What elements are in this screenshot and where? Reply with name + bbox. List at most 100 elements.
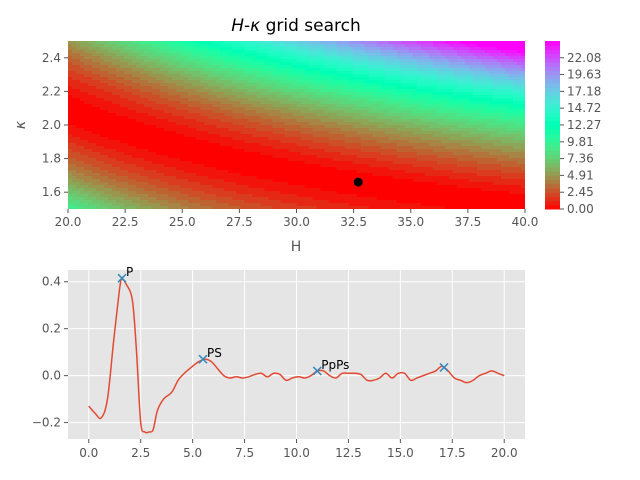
heatmap-cell xyxy=(312,140,318,144)
heatmap-cell xyxy=(80,152,85,156)
heatmap-cell xyxy=(288,113,294,117)
heatmap-cell xyxy=(72,101,77,105)
heatmap-cell xyxy=(160,152,165,156)
heatmap-cell xyxy=(264,44,270,48)
heatmap-cell xyxy=(272,137,278,141)
heatmap-cell xyxy=(320,71,326,75)
heatmap-cell xyxy=(204,62,209,66)
heatmap-cell xyxy=(168,62,173,66)
heatmap-cell xyxy=(392,113,398,117)
heatmap-cell xyxy=(140,131,145,135)
heatmap-cell xyxy=(128,167,133,171)
heatmap-cell xyxy=(96,62,101,66)
heatmap-cell xyxy=(264,50,270,54)
heatmap-cell xyxy=(340,149,346,153)
heatmap-cell xyxy=(412,149,418,153)
heatmap-cell xyxy=(344,182,350,186)
heatmap-cell xyxy=(408,128,414,132)
heatmap-cell xyxy=(224,203,229,207)
heatmap-cell xyxy=(256,89,262,93)
heatmap-cell xyxy=(184,110,189,114)
heatmap-cell xyxy=(252,110,258,114)
heatmap-cell xyxy=(400,83,406,87)
heatmap-cell xyxy=(148,77,153,81)
heatmap-cell xyxy=(80,113,85,117)
heatmap-cell xyxy=(256,104,262,108)
heatmap-cell xyxy=(364,101,370,105)
heatmap-cell xyxy=(120,65,125,69)
heatmap-cell xyxy=(344,89,350,93)
heatmap-cell xyxy=(68,152,73,156)
heatmap-cell xyxy=(220,113,225,117)
heatmap-cell xyxy=(360,173,366,177)
heatmap-cell xyxy=(228,89,233,93)
heatmap-cell xyxy=(232,203,237,207)
heatmap-cell xyxy=(240,83,245,87)
heatmap-cell xyxy=(392,92,398,96)
heatmap-cell xyxy=(200,170,205,174)
heatmap-cell xyxy=(328,167,334,171)
heatmap-cell xyxy=(352,98,358,102)
heatmap-cell xyxy=(356,56,362,60)
heatmap-cell xyxy=(164,86,169,90)
heatmap-cell xyxy=(148,125,153,129)
heatmap-cell xyxy=(68,185,73,189)
heatmap-cell xyxy=(76,44,81,48)
heatmap-cell xyxy=(336,56,342,60)
heatmap-cell xyxy=(216,161,221,165)
heatmap-cell xyxy=(384,125,390,129)
heatmap-cell xyxy=(132,65,137,69)
heatmap-cell xyxy=(412,113,418,117)
heatmap-cell xyxy=(96,53,101,57)
heatmap-cell xyxy=(304,107,310,111)
heatmap-cell xyxy=(200,200,205,204)
heatmap-cell xyxy=(256,95,262,99)
heatmap-cell xyxy=(292,185,298,189)
heatmap-cell xyxy=(228,182,233,186)
heatmap-cell xyxy=(108,50,113,54)
heatmap-cell xyxy=(188,194,193,198)
heatmap-cell xyxy=(368,185,374,189)
heatmap-cell xyxy=(292,206,298,209)
heatmap-cell xyxy=(120,167,125,171)
heatmap-cell xyxy=(308,62,314,66)
heatmap-cell xyxy=(136,62,141,66)
heatmap-cell xyxy=(224,44,229,48)
heatmap-cell xyxy=(132,131,137,135)
heatmap-cell xyxy=(308,128,314,132)
heatmap-cell xyxy=(176,203,181,207)
heatmap-cell xyxy=(292,167,298,171)
heatmap-cell xyxy=(180,155,185,159)
heatmap-cell xyxy=(116,203,121,207)
heatmap-cell xyxy=(320,134,326,138)
heatmap-cell xyxy=(292,194,298,198)
heatmap-cell xyxy=(76,203,81,207)
heatmap-cell xyxy=(212,134,217,138)
heatmap-cell xyxy=(248,191,253,195)
heatmap-cell xyxy=(392,194,398,198)
heatmap-cell xyxy=(288,164,294,168)
heatmap-cell xyxy=(164,92,169,96)
heatmap-cell xyxy=(188,185,193,189)
heatmap-cell xyxy=(176,128,181,132)
heatmap-cell xyxy=(248,83,253,87)
heatmap-cell xyxy=(92,125,97,129)
heatmap-cell xyxy=(112,176,117,180)
heatmap-cell xyxy=(328,125,334,129)
heatmap-cell xyxy=(332,146,338,150)
heatmap-cell xyxy=(260,173,266,177)
heatmap-cell xyxy=(248,164,253,168)
heatmap-cell xyxy=(68,95,73,99)
heatmap-cell xyxy=(116,86,121,90)
heatmap-cell xyxy=(416,149,422,153)
heatmap-cell xyxy=(212,110,217,114)
heatmap-cell xyxy=(176,152,181,156)
heatmap-cell xyxy=(96,59,101,63)
heatmap-cell xyxy=(244,50,249,54)
heatmap-cell xyxy=(236,98,241,102)
heatmap-cell xyxy=(112,119,117,123)
heatmap-cell xyxy=(80,170,85,174)
heatmap-cell xyxy=(276,194,282,198)
heatmap-cell xyxy=(312,122,318,126)
heatmap-cell xyxy=(112,182,117,186)
